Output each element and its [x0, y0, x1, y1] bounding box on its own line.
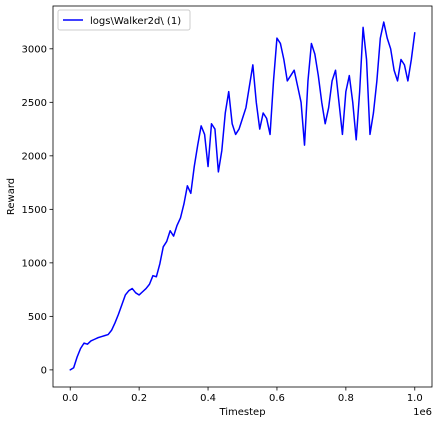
y-tick-label: 0 [41, 365, 47, 376]
x-tick-label: 1.0 [407, 393, 423, 404]
series-line [69, 21, 416, 371]
x-offset-label: 1e6 [413, 407, 432, 418]
x-axis-title: Timestep [218, 407, 265, 418]
x-tick-label: 0.6 [269, 393, 285, 404]
x-tick-label: 0.4 [200, 393, 216, 404]
y-tick-label: 2500 [22, 98, 47, 109]
axes-frame [52, 5, 433, 388]
y-axis-title: Reward [6, 178, 17, 215]
y-tick-label: 2000 [22, 151, 47, 162]
x-tick-label: 0.0 [62, 393, 78, 404]
x-tick-label: 0.2 [131, 393, 147, 404]
y-tick-label: 500 [28, 312, 47, 323]
y-tick-label: 3000 [22, 44, 47, 55]
legend-entry: logs\Walker2d\ (1) [90, 16, 181, 27]
x-tick-label: 0.8 [338, 393, 354, 404]
legend: logs\Walker2d\ (1) [57, 9, 191, 31]
legend-box [57, 9, 191, 31]
y-tick-label: 1500 [22, 205, 47, 216]
y-tick-label: 1000 [22, 258, 47, 269]
